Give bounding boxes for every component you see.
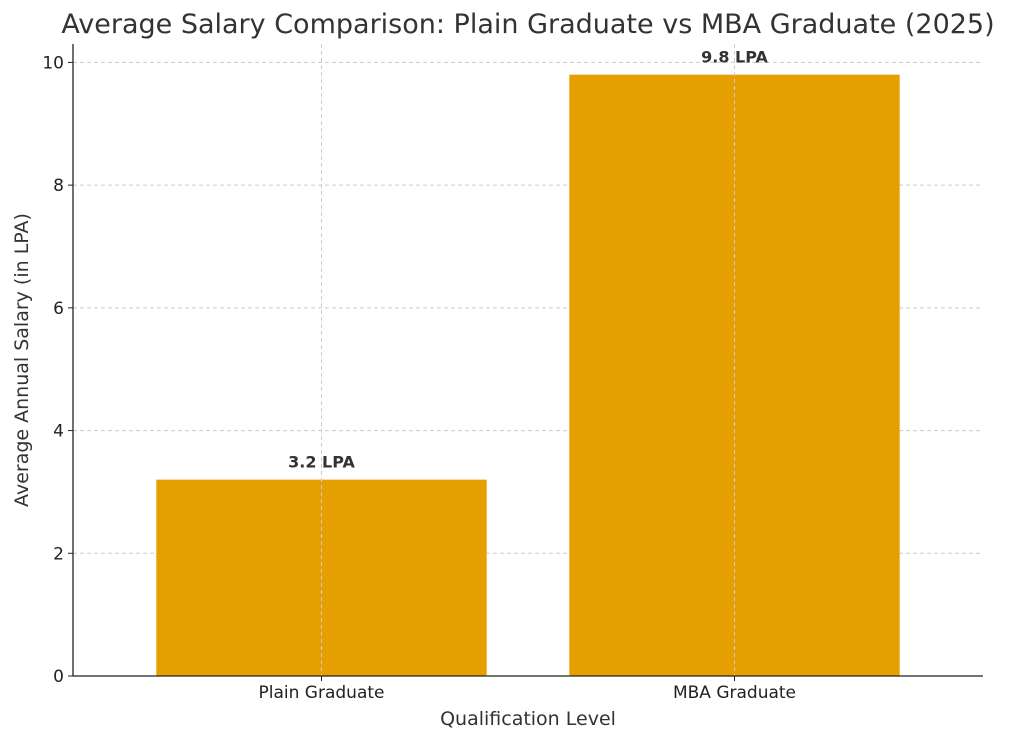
- x-axis-label: Qualification Level: [440, 708, 616, 730]
- chart-title: Average Salary Comparison: Plain Graduat…: [61, 9, 994, 40]
- x-tick-label: Plain Graduate: [259, 683, 385, 703]
- data-labels: 3.2 LPA 9.8 LPA: [288, 48, 768, 472]
- y-tick-label: 0: [53, 667, 64, 687]
- ticks: 0 2 4 6 8 10 Plain Graduate MBA Graduate: [42, 53, 796, 703]
- x-tick-label: MBA Graduate: [673, 683, 796, 703]
- bar-data-label: 9.8 LPA: [701, 48, 768, 67]
- bar-data-label: 3.2 LPA: [288, 453, 355, 472]
- y-tick-label: 10: [42, 53, 64, 73]
- bars: [156, 44, 900, 676]
- y-tick-label: 2: [53, 544, 64, 564]
- y-tick-label: 6: [53, 299, 64, 319]
- y-tick-label: 8: [53, 176, 64, 196]
- axes: [72, 44, 983, 677]
- y-axis-label: Average Annual Salary (in LPA): [11, 213, 33, 507]
- y-tick-label: 4: [53, 422, 64, 442]
